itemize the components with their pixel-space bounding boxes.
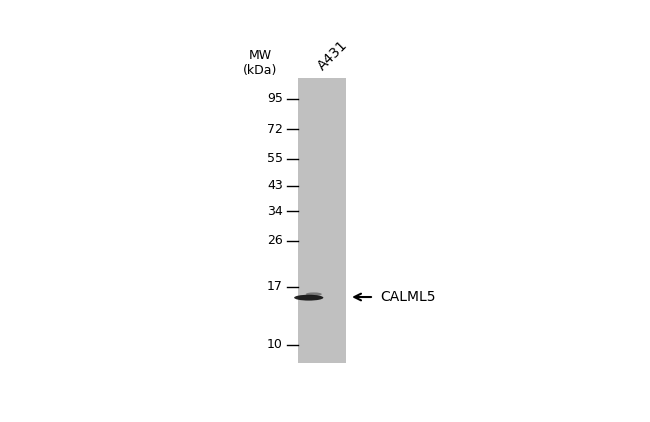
- Text: 10: 10: [267, 338, 283, 352]
- Text: 34: 34: [267, 205, 283, 218]
- Text: 43: 43: [267, 179, 283, 192]
- Text: A431: A431: [315, 38, 350, 73]
- Text: CALML5: CALML5: [380, 290, 436, 304]
- Ellipse shape: [294, 295, 323, 300]
- Text: 26: 26: [267, 234, 283, 247]
- Text: 55: 55: [266, 152, 283, 165]
- Text: 95: 95: [267, 92, 283, 106]
- Text: 72: 72: [267, 123, 283, 136]
- Text: MW
(kDa): MW (kDa): [243, 49, 278, 77]
- Text: 17: 17: [267, 281, 283, 293]
- Bar: [298, 78, 346, 362]
- Ellipse shape: [306, 292, 322, 296]
